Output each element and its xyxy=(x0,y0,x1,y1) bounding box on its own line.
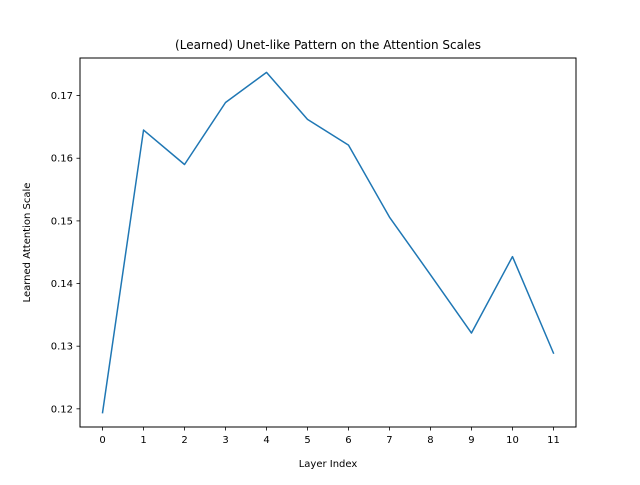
x-axis-label: Layer Index xyxy=(299,459,358,470)
y-axis-label: Learned Attention Scale xyxy=(22,183,33,303)
y-tick-label: 0.17 xyxy=(51,91,73,102)
x-tick-label: 5 xyxy=(304,435,310,446)
x-tick-label: 6 xyxy=(345,435,351,446)
x-tick-label: 3 xyxy=(222,435,228,446)
chart-title: (Learned) Unet-like Pattern on the Atten… xyxy=(175,38,481,52)
x-tick-label: 7 xyxy=(386,435,392,446)
x-axis-ticks: 0 1 2 3 4 5 6 7 8 9 10 11 xyxy=(99,427,559,446)
x-tick-label: 11 xyxy=(547,435,560,446)
y-axis-ticks: 0.12 0.13 0.14 0.15 0.16 0.17 xyxy=(51,91,80,415)
x-tick-label: 2 xyxy=(181,435,187,446)
x-tick-label: 4 xyxy=(263,435,269,446)
x-tick-label: 1 xyxy=(140,435,146,446)
plot-background xyxy=(80,58,576,427)
y-tick-label: 0.13 xyxy=(51,342,73,353)
y-tick-label: 0.15 xyxy=(51,216,73,227)
y-tick-label: 0.16 xyxy=(51,154,73,165)
y-tick-label: 0.12 xyxy=(51,404,73,415)
x-tick-label: 0 xyxy=(99,435,105,446)
x-tick-label: 8 xyxy=(427,435,433,446)
x-tick-label: 10 xyxy=(506,435,519,446)
x-tick-label: 9 xyxy=(468,435,474,446)
y-tick-label: 0.14 xyxy=(51,279,73,290)
